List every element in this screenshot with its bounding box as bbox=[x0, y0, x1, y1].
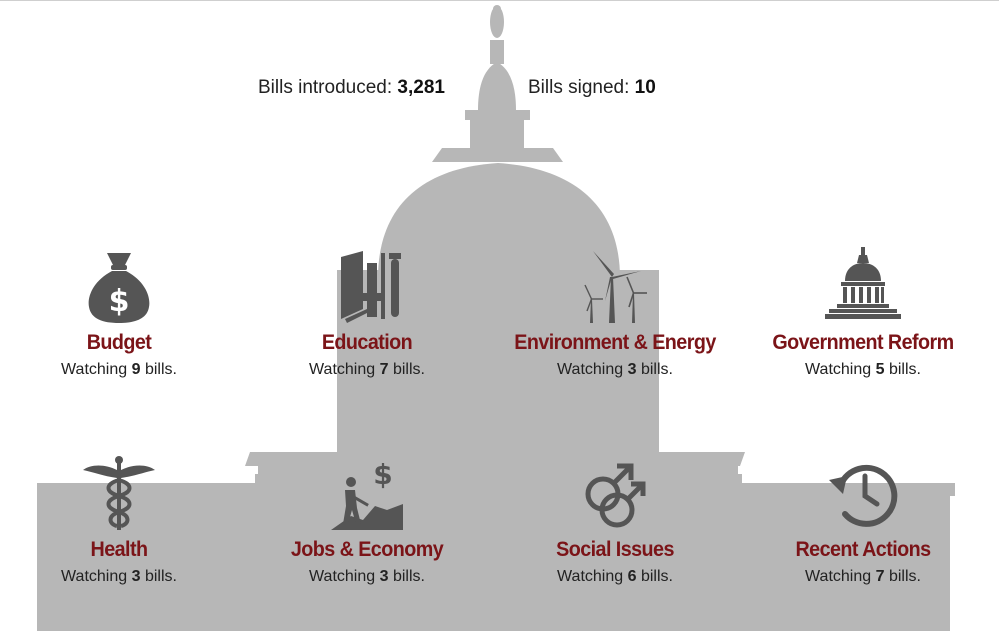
gender-symbols-icon bbox=[575, 454, 655, 534]
category-title[interactable]: Environment & Energy bbox=[514, 331, 716, 354]
category-social-issues[interactable]: Social Issues Watching 6 bills. bbox=[500, 454, 730, 586]
clock-history-icon bbox=[823, 454, 903, 534]
category-recent-actions[interactable]: Recent Actions Watching 7 bills. bbox=[748, 454, 978, 586]
category-title[interactable]: Government Reform bbox=[772, 331, 954, 354]
watching-count: Watching 3 bills. bbox=[557, 361, 673, 378]
bills-signed-label: Bills signed: bbox=[528, 77, 630, 98]
watching-count: Watching 6 bills. bbox=[557, 568, 673, 585]
bills-signed-value: 10 bbox=[634, 77, 656, 98]
category-education[interactable]: Education Watching 7 bills. bbox=[252, 247, 482, 379]
wind-turbine-icon bbox=[575, 247, 655, 327]
capitol-dome-icon bbox=[823, 247, 903, 327]
bills-introduced-label: Bills introduced: bbox=[258, 77, 393, 98]
bills-signed-stat: Bills signed: 10 bbox=[528, 77, 656, 99]
watching-count: Watching 3 bills. bbox=[61, 568, 177, 585]
category-title[interactable]: Education bbox=[321, 331, 413, 354]
category-title[interactable]: Social Issues bbox=[556, 538, 674, 561]
svg-text:$: $ bbox=[373, 458, 392, 491]
category-title[interactable]: Recent Actions bbox=[795, 538, 931, 561]
watching-count: Watching 9 bills. bbox=[61, 361, 177, 378]
watching-count: Watching 3 bills. bbox=[309, 568, 425, 585]
category-title[interactable]: Budget bbox=[86, 331, 152, 354]
category-title[interactable]: Health bbox=[90, 538, 149, 561]
bills-introduced-stat: Bills introduced: 3,281 bbox=[258, 77, 445, 99]
worker-dollar-icon: $ bbox=[327, 454, 407, 534]
caduceus-icon bbox=[79, 454, 159, 534]
category-title[interactable]: Jobs & Economy bbox=[290, 538, 444, 561]
category-health[interactable]: Health Watching 3 bills. bbox=[4, 454, 234, 586]
watching-count: Watching 7 bills. bbox=[309, 361, 425, 378]
money-bag-icon: $ bbox=[79, 247, 159, 327]
bills-introduced-value: 3,281 bbox=[397, 77, 445, 98]
watching-count: Watching 7 bills. bbox=[805, 568, 921, 585]
books-icon bbox=[327, 247, 407, 327]
watching-count: Watching 5 bills. bbox=[805, 361, 921, 378]
top-divider bbox=[0, 0, 999, 1]
category-environment-energy[interactable]: Environment & Energy Watching 3 bills. bbox=[500, 247, 730, 379]
svg-text:$: $ bbox=[109, 284, 130, 319]
category-jobs-economy[interactable]: $ Jobs & Economy Watching 3 bills. bbox=[252, 454, 482, 586]
category-budget[interactable]: $ Budget Watching 9 bills. bbox=[4, 247, 234, 379]
category-government-reform[interactable]: Government Reform Watching 5 bills. bbox=[748, 247, 978, 379]
